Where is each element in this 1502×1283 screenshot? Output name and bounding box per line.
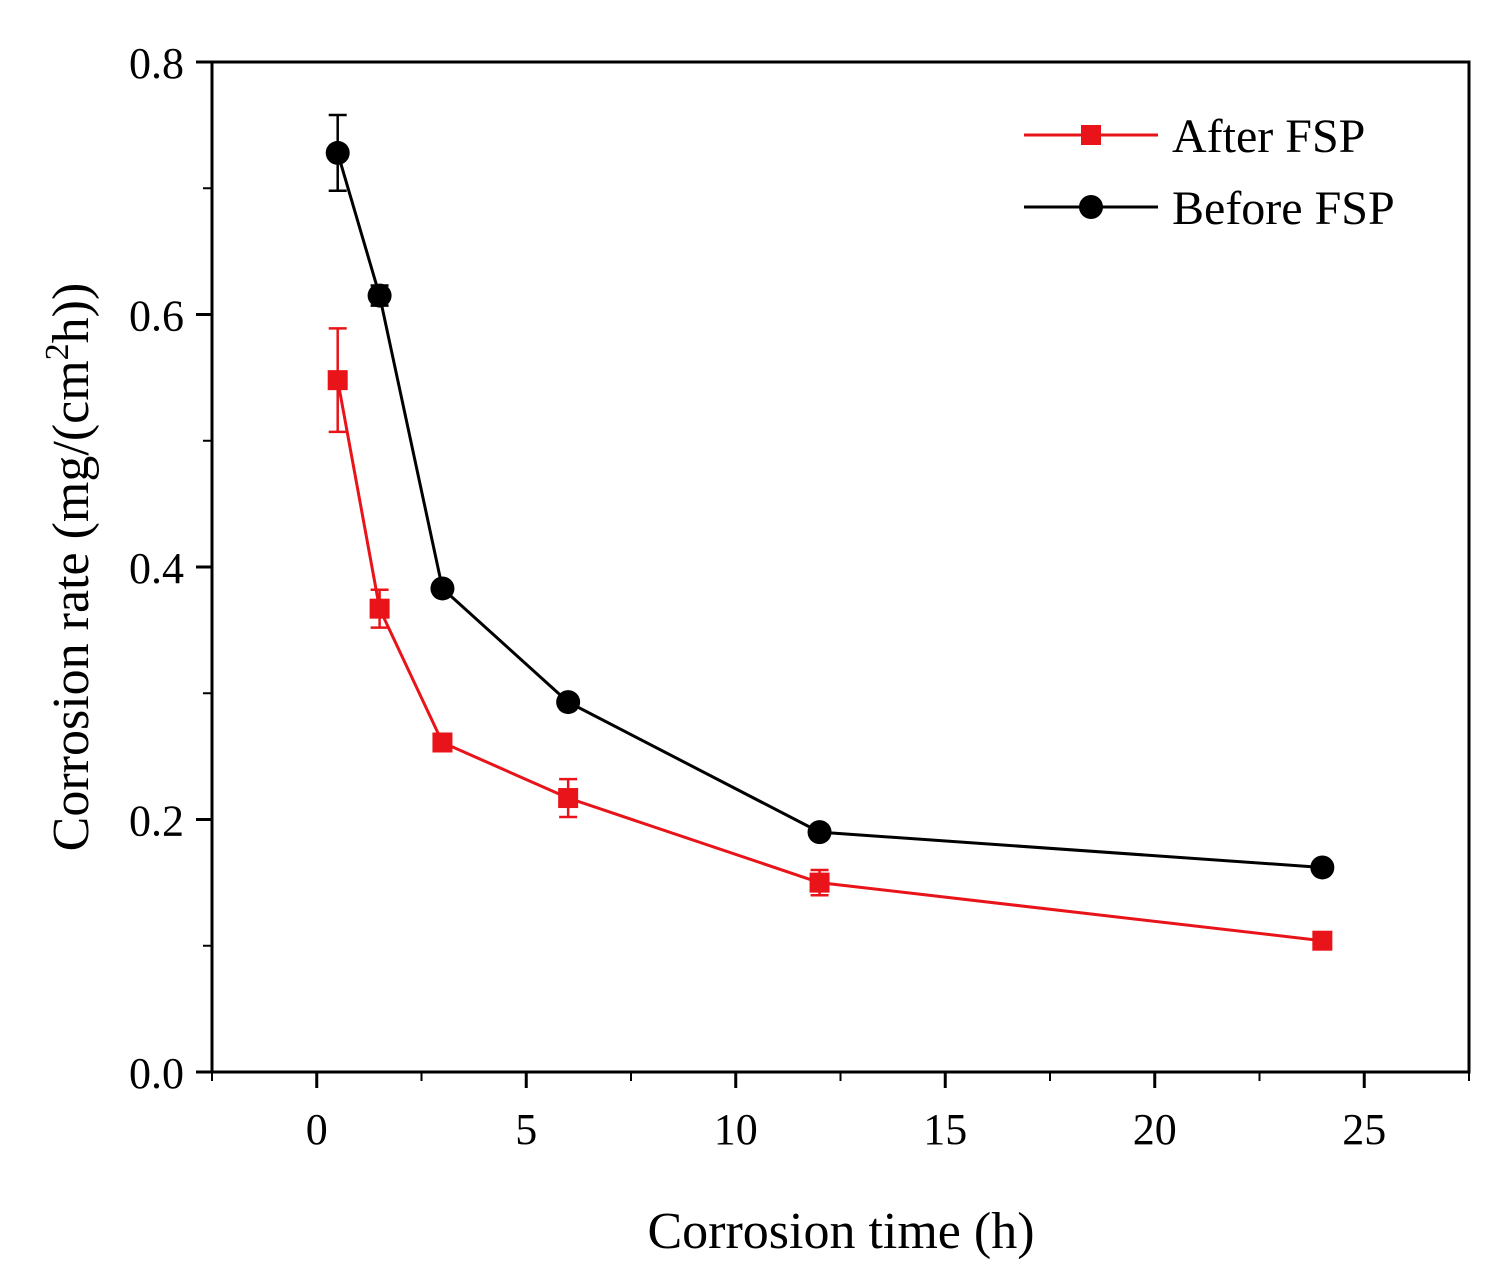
legend-label-before-fsp: Before FSP: [1172, 182, 1395, 235]
y-tick-label: 0.2: [129, 797, 184, 846]
y-axis-title-main: Corrosion rate (mg/(cm: [43, 360, 100, 851]
x-tick-label: 20: [1133, 1105, 1177, 1154]
y-axis-title-end: h)): [43, 283, 100, 344]
data-point-before-fsp: [367, 283, 392, 308]
data-point-after-fsp: [809, 872, 830, 893]
legend-item-before-fsp: Before FSP: [1024, 182, 1395, 235]
y-tick-label: 0.0: [129, 1049, 184, 1098]
x-tick-label: 5: [515, 1105, 537, 1154]
x-tick-label: 25: [1342, 1105, 1386, 1154]
series-layer: [325, 113, 1335, 951]
data-point-before-fsp: [430, 576, 455, 601]
data-point-after-fsp: [558, 788, 579, 809]
data-point-before-fsp: [1310, 855, 1335, 880]
series-after-fsp: [327, 327, 1333, 951]
series-before-fsp: [325, 113, 1335, 880]
y-axis-title-superscript: 2: [39, 343, 76, 360]
data-point-after-fsp: [369, 598, 390, 619]
series-line-before-fsp: [336, 152, 1323, 869]
data-point-before-fsp: [556, 690, 581, 715]
y-tick-label: 0.6: [129, 292, 184, 341]
x-tick-label: 15: [923, 1105, 967, 1154]
y-tick-label: 0.8: [129, 39, 184, 88]
data-point-after-fsp: [327, 370, 348, 391]
data-point-before-fsp: [807, 820, 832, 845]
data-point-before-fsp: [325, 140, 350, 165]
series-line-after-fsp: [336, 379, 1323, 943]
legend: After FSP Before FSP: [1024, 110, 1395, 235]
legend-marker-before-fsp: [1079, 195, 1103, 219]
x-tick-label: 10: [714, 1105, 758, 1154]
y-tick-label: 0.4: [129, 544, 184, 593]
x-axis-title: Corrosion time (h): [647, 1203, 1034, 1260]
x-tick-label: 0: [306, 1105, 328, 1154]
legend-label-after-fsp: After FSP: [1172, 110, 1365, 163]
data-point-after-fsp: [1312, 930, 1333, 951]
legend-marker-after-fsp: [1081, 125, 1101, 145]
legend-item-after-fsp: After FSP: [1024, 110, 1365, 163]
x-axis-ticks: 0 5 10 15 20 25: [211, 1072, 1470, 1154]
y-axis-ticks: 0.0 0.2 0.4 0.6 0.8: [129, 39, 212, 1098]
y-axis-title: Corrosion rate (mg/(cm2h)): [39, 283, 100, 852]
data-point-after-fsp: [432, 732, 453, 753]
